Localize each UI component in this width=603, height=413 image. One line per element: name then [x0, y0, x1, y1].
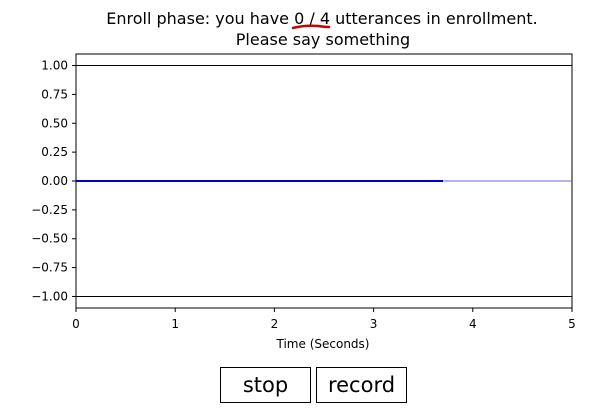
stop-button[interactable]: stop: [220, 367, 311, 403]
count-underline-mark: [291, 24, 331, 30]
title-prefix: Enroll phase: you have: [106, 9, 294, 28]
x-tick-label: 1: [171, 317, 179, 331]
title-line-1: Enroll phase: you have 0 / 4 utterances …: [106, 9, 537, 28]
y-tick-label: 0.00: [41, 174, 68, 188]
y-axis-ticks: 1.00 0.75 0.50 0.25 0.00 −0.25 −0.50 −0.75 −1.00: [31, 59, 76, 303]
y-tick-label: −0.75: [31, 261, 68, 275]
title-suffix: utterances in enrollment.: [330, 9, 538, 28]
y-tick-label: 0.50: [41, 116, 68, 130]
x-tick-label: 3: [370, 317, 378, 331]
x-axis-label: Time (Seconds): [276, 337, 370, 351]
record-button[interactable]: record: [316, 367, 407, 403]
title-line-2: Please say something: [236, 30, 410, 49]
y-tick-label: 1.00: [41, 59, 68, 73]
reference-lines: [76, 65, 572, 297]
x-tick-label: 0: [72, 317, 80, 331]
y-tick-label: −0.50: [31, 232, 68, 246]
x-tick-label: 4: [469, 317, 477, 331]
y-tick-label: −1.00: [31, 289, 68, 303]
y-tick-label: 0.75: [41, 87, 68, 101]
x-axis-ticks: 0 1 2 3 4 5: [72, 308, 576, 331]
y-tick-label: 0.25: [41, 145, 68, 159]
x-tick-label: 2: [271, 317, 279, 331]
y-tick-label: −0.25: [31, 203, 68, 217]
enrollment-count: 0 / 4: [294, 9, 330, 28]
x-tick-label: 5: [568, 317, 576, 331]
